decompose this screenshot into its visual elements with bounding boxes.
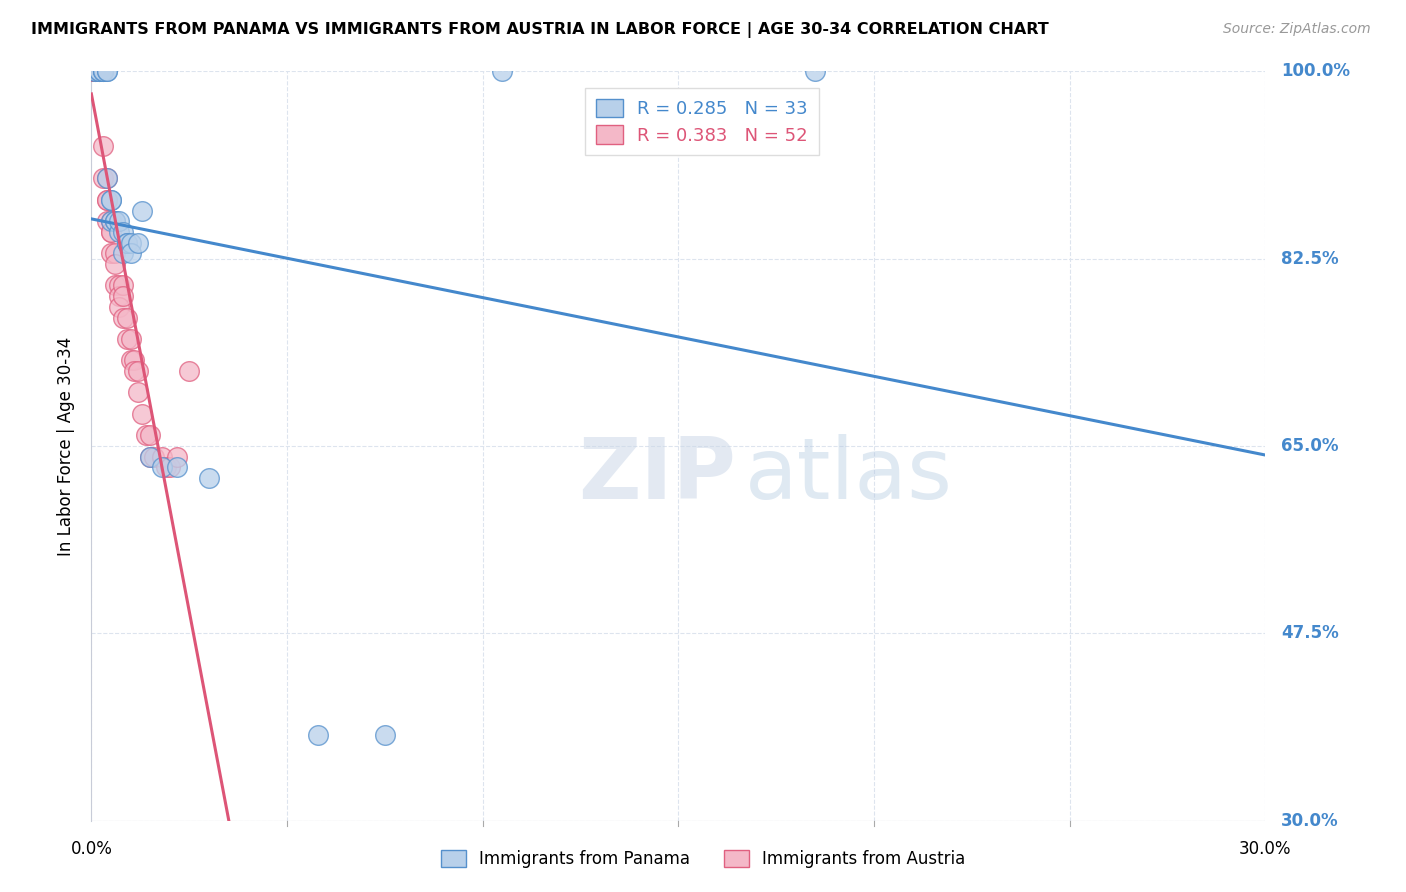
Immigrants from Panama [139, 450, 162, 464]
Immigrants from Austria [127, 364, 149, 378]
Immigrants from Austria [96, 214, 118, 228]
Immigrants from Austria [120, 332, 142, 346]
Text: IMMIGRANTS FROM PANAMA VS IMMIGRANTS FROM AUSTRIA IN LABOR FORCE | AGE 30-34 COR: IMMIGRANTS FROM PANAMA VS IMMIGRANTS FRO… [31, 22, 1049, 38]
Y-axis label: In Labor Force | Age 30-34: In Labor Force | Age 30-34 [58, 336, 76, 556]
Immigrants from Austria [84, 64, 107, 78]
Immigrants from Panama [91, 64, 114, 78]
Immigrants from Austria [89, 64, 111, 78]
Immigrants from Panama [107, 214, 129, 228]
Immigrants from Panama [96, 171, 118, 186]
Immigrants from Panama [115, 235, 138, 250]
Text: 30.0%: 30.0% [1239, 840, 1292, 858]
Immigrants from Austria [100, 214, 122, 228]
Text: 65.0%: 65.0% [1281, 437, 1339, 455]
Immigrants from Austria [91, 64, 114, 78]
Immigrants from Austria [107, 278, 129, 293]
Immigrants from Austria [124, 353, 146, 368]
Immigrants from Panama [84, 64, 107, 78]
Immigrants from Austria [96, 193, 118, 207]
Text: ZIP: ZIP [579, 434, 737, 517]
Legend: Immigrants from Panama, Immigrants from Austria: Immigrants from Panama, Immigrants from … [434, 843, 972, 875]
Immigrants from Panama [804, 64, 827, 78]
Immigrants from Panama [96, 64, 118, 78]
Immigrants from Austria [91, 139, 114, 153]
Immigrants from Austria [155, 460, 177, 475]
Immigrants from Panama [111, 225, 134, 239]
Immigrants from Austria [84, 64, 107, 78]
Immigrants from Austria [111, 278, 134, 293]
Immigrants from Austria [89, 64, 111, 78]
Immigrants from Austria [104, 278, 127, 293]
Immigrants from Austria [96, 171, 118, 186]
Text: 100.0%: 100.0% [1281, 62, 1350, 80]
Text: Source: ZipAtlas.com: Source: ZipAtlas.com [1223, 22, 1371, 37]
Text: atlas: atlas [745, 434, 953, 517]
Immigrants from Panama [100, 193, 122, 207]
Immigrants from Austria [124, 364, 146, 378]
Immigrants from Panama [89, 64, 111, 78]
Immigrants from Austria [107, 300, 129, 314]
Immigrants from Panama [100, 193, 122, 207]
Immigrants from Austria [91, 171, 114, 186]
Immigrants from Panama [96, 64, 118, 78]
Immigrants from Panama [197, 471, 219, 485]
Immigrants from Austria [107, 289, 129, 303]
Immigrants from Panama [91, 64, 114, 78]
Immigrants from Panama [91, 64, 114, 78]
Immigrants from Austria [89, 64, 111, 78]
Immigrants from Austria [91, 64, 114, 78]
Immigrants from Austria [166, 450, 188, 464]
Immigrants from Panama [374, 728, 396, 742]
Immigrants from Austria [120, 353, 142, 368]
Immigrants from Austria [135, 428, 157, 442]
Immigrants from Panama [120, 235, 142, 250]
Immigrants from Austria [111, 310, 134, 325]
Immigrants from Austria [89, 64, 111, 78]
Immigrants from Austria [115, 310, 138, 325]
Immigrants from Panama [307, 728, 329, 742]
Text: 47.5%: 47.5% [1281, 624, 1339, 642]
Immigrants from Panama [107, 225, 129, 239]
Immigrants from Panama [127, 235, 149, 250]
Immigrants from Panama [111, 246, 134, 260]
Immigrants from Panama [104, 214, 127, 228]
Immigrants from Panama [150, 460, 173, 475]
Immigrants from Austria [100, 225, 122, 239]
Legend: R = 0.285   N = 33, R = 0.383   N = 52: R = 0.285 N = 33, R = 0.383 N = 52 [585, 88, 818, 155]
Immigrants from Austria [82, 64, 104, 78]
Immigrants from Panama [491, 64, 513, 78]
Immigrants from Panama [115, 235, 138, 250]
Immigrants from Austria [143, 450, 166, 464]
Immigrants from Austria [139, 450, 162, 464]
Immigrants from Panama [89, 64, 111, 78]
Immigrants from Austria [159, 460, 181, 475]
Immigrants from Panama [104, 214, 127, 228]
Immigrants from Panama [84, 64, 107, 78]
Text: 0.0%: 0.0% [70, 840, 112, 858]
Immigrants from Austria [111, 289, 134, 303]
Immigrants from Austria [84, 64, 107, 78]
Immigrants from Panama [131, 203, 153, 218]
Immigrants from Austria [96, 193, 118, 207]
Immigrants from Austria [84, 64, 107, 78]
Immigrants from Austria [89, 64, 111, 78]
Immigrants from Austria [115, 332, 138, 346]
Immigrants from Austria [100, 246, 122, 260]
Immigrants from Austria [131, 407, 153, 421]
Text: 30.0%: 30.0% [1281, 812, 1339, 830]
Immigrants from Austria [89, 64, 111, 78]
Immigrants from Panama [166, 460, 188, 475]
Immigrants from Panama [120, 246, 142, 260]
Immigrants from Austria [82, 64, 104, 78]
Immigrants from Austria [179, 364, 201, 378]
Immigrants from Austria [91, 64, 114, 78]
Text: 82.5%: 82.5% [1281, 250, 1339, 268]
Immigrants from Austria [104, 246, 127, 260]
Immigrants from Austria [104, 257, 127, 271]
Immigrants from Austria [100, 225, 122, 239]
Immigrants from Austria [150, 450, 173, 464]
Immigrants from Panama [100, 214, 122, 228]
Immigrants from Austria [127, 385, 149, 400]
Immigrants from Austria [139, 428, 162, 442]
